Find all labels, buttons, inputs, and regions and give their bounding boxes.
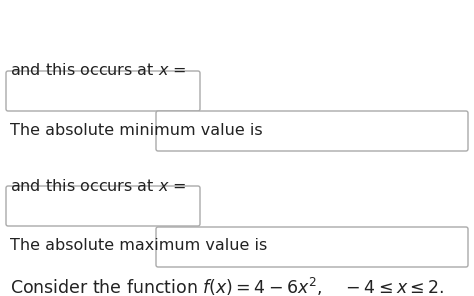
Text: Consider the function $f(x) = 4 - 6x^2, \quad -4 \leq x \leq 2.$: Consider the function $f(x) = 4 - 6x^2, … <box>10 276 445 296</box>
FancyBboxPatch shape <box>6 186 200 226</box>
FancyBboxPatch shape <box>156 111 468 151</box>
FancyBboxPatch shape <box>6 71 200 111</box>
Text: The absolute maximum value is: The absolute maximum value is <box>10 238 267 253</box>
FancyBboxPatch shape <box>156 227 468 267</box>
Text: The absolute minimum value is: The absolute minimum value is <box>10 123 263 138</box>
Text: and this occurs at $x$ =: and this occurs at $x$ = <box>10 62 186 78</box>
Text: and this occurs at $x$ =: and this occurs at $x$ = <box>10 178 186 194</box>
